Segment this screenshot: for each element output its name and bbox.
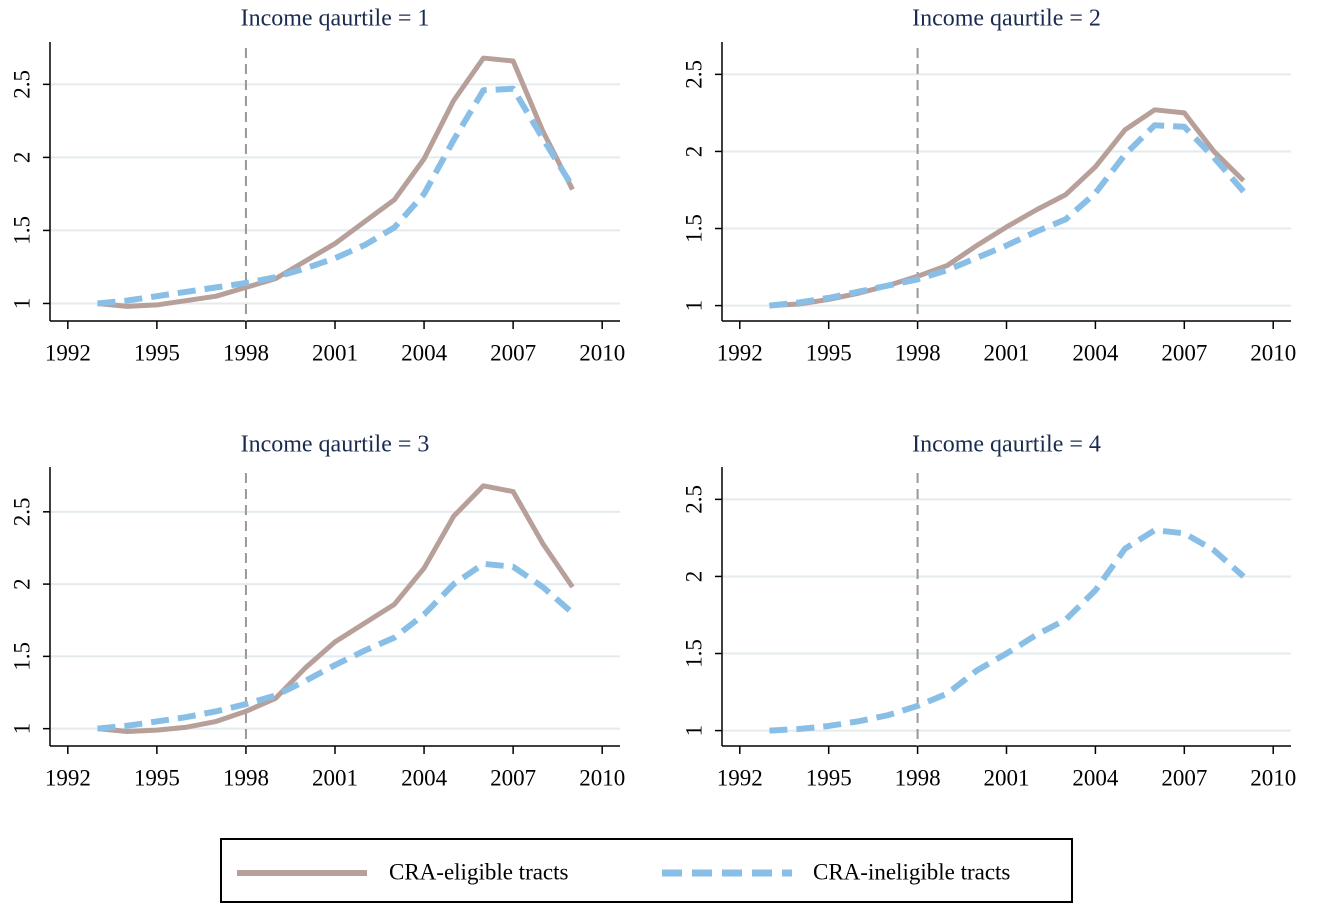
x-tick-label: 2001: [312, 765, 358, 790]
x-tick-label: 1995: [806, 340, 852, 365]
x-tick-label: 1998: [895, 765, 941, 790]
line: [97, 560, 575, 732]
line: [769, 527, 1246, 734]
x-tick-label: 2001: [984, 340, 1030, 365]
x-tick-label: 1992: [717, 765, 763, 790]
y-tick-label: 1.5: [9, 642, 34, 671]
y-tick-label: 1.5: [9, 216, 34, 245]
chart-title: Income qaurtile = 4: [912, 432, 1101, 458]
line: [769, 107, 1246, 309]
line: [97, 483, 575, 735]
y-tick-label: 1: [9, 723, 34, 735]
y-tick-label: 2.5: [9, 70, 34, 99]
x-tick-label: 1995: [134, 765, 180, 790]
y-tick-label: 1.5: [681, 214, 706, 243]
x-tick-label: 2004: [1072, 765, 1119, 790]
x-tick-label: 2010: [579, 340, 625, 365]
y-tick-label: 1: [681, 300, 706, 312]
x-tick-label: 1992: [717, 340, 763, 365]
x-tick-label: 1998: [223, 765, 269, 790]
legend-label: CRA-eligible tracts: [389, 859, 569, 884]
y-tick-label: 2: [9, 152, 34, 164]
chart-title: Income qaurtile = 3: [241, 432, 430, 458]
x-tick-label: 2004: [401, 765, 448, 790]
x-tick-label: 2010: [1250, 340, 1296, 365]
x-tick-label: 2007: [1161, 340, 1207, 365]
x-tick-label: 2007: [490, 340, 536, 365]
y-tick-label: 2: [681, 571, 706, 583]
y-tick-label: 2.5: [681, 485, 706, 514]
x-tick-label: 2010: [1250, 765, 1296, 790]
y-tick-label: 1: [9, 298, 34, 310]
x-tick-label: 1995: [806, 765, 852, 790]
x-tick-label: 1998: [223, 340, 269, 365]
x-tick-label: 2004: [401, 340, 448, 365]
x-tick-label: 1998: [895, 340, 941, 365]
line: [769, 122, 1246, 309]
x-tick-label: 2007: [1161, 765, 1207, 790]
y-tick-label: 1: [681, 725, 706, 737]
y-tick-label: 1.5: [681, 639, 706, 668]
x-tick-label: 2001: [312, 340, 358, 365]
legend-label: CRA-ineligible tracts: [813, 859, 1010, 884]
x-tick-label: 1995: [134, 340, 180, 365]
x-tick-label: 1992: [45, 765, 91, 790]
x-tick-label: 2010: [579, 765, 625, 790]
chart-title: Income qaurtile = 2: [912, 6, 1101, 32]
line: [97, 55, 575, 309]
x-tick-label: 2001: [984, 765, 1030, 790]
x-tick-label: 2004: [1072, 340, 1119, 365]
y-tick-label: 2: [681, 146, 706, 158]
line: [97, 85, 576, 307]
x-tick-label: 1992: [45, 340, 91, 365]
chart-title: Income qaurtile = 1: [241, 6, 430, 32]
x-tick-label: 2007: [490, 765, 536, 790]
y-tick-label: 2.5: [9, 497, 34, 526]
y-tick-label: 2.5: [681, 60, 706, 89]
y-tick-label: 2: [9, 578, 34, 590]
